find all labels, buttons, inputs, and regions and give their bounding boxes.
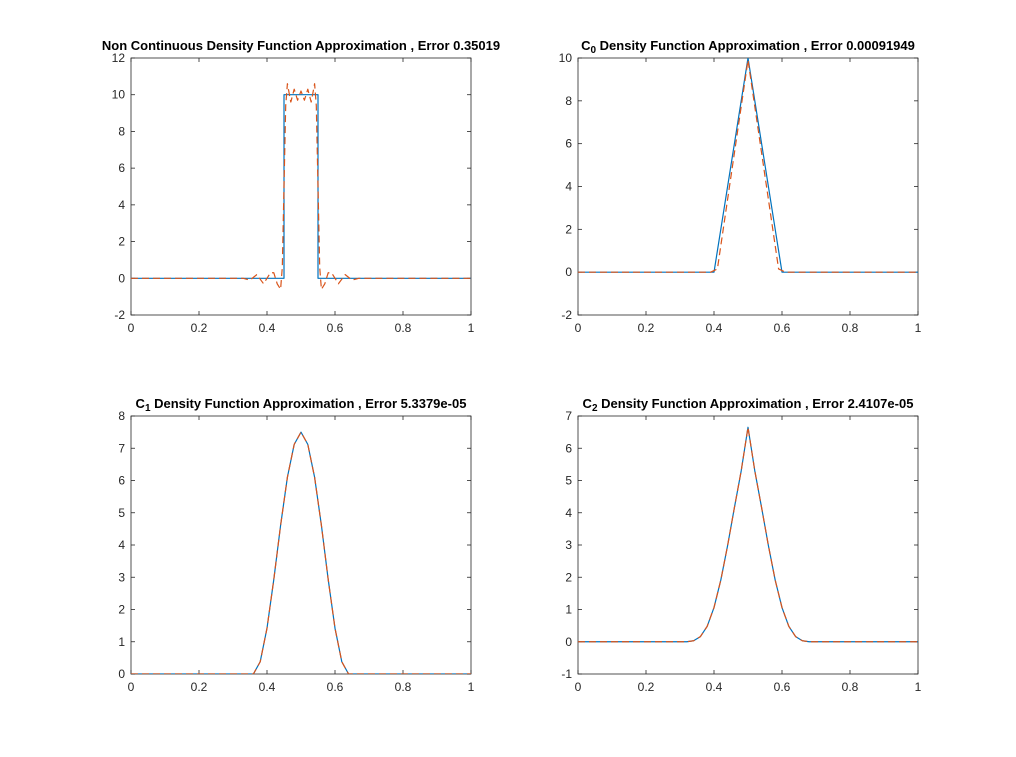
x-tick-label: 1 [915, 680, 922, 694]
subplot-3: 0 0.2 0.4 0.6 0.8 1 0 1 2 3 4 5 6 7 8 C1 Density Functi… [118, 396, 474, 694]
y-tick-label: 12 [112, 51, 126, 65]
x-tick-label: 0 [128, 321, 135, 335]
x-tick-label: 0.2 [191, 680, 208, 694]
y-tick-label: 6 [118, 161, 125, 175]
x-tick-label: 0 [128, 680, 135, 694]
y-tick-label: 2 [565, 570, 572, 584]
y-tick-label: 6 [565, 137, 572, 151]
x-tick-label: 0.2 [638, 680, 655, 694]
y-tick-label: 1 [565, 603, 572, 617]
x-tick-label: 0.8 [842, 680, 859, 694]
y-tick-label: 10 [559, 51, 573, 65]
axes-box [130, 57, 472, 316]
x-tick-label: 1 [468, 680, 475, 694]
approximation-line [131, 431, 471, 674]
y-tick-label: 3 [118, 570, 125, 584]
y-tick-label: 4 [565, 180, 572, 194]
y-tick-label: 8 [118, 409, 125, 423]
y-tick-label: 2 [118, 235, 125, 249]
chart-title: C0 Density Function Approximation , Erro… [581, 38, 915, 56]
axes-box [577, 415, 919, 675]
y-tick-label: 6 [118, 474, 125, 488]
exact-density-line [131, 431, 471, 674]
y-tick-label: 5 [118, 506, 125, 520]
y-tick-label: 4 [565, 506, 572, 520]
y-tick-label: 4 [118, 198, 125, 212]
y-tick-label: 2 [565, 222, 572, 236]
x-tick-label: 0 [575, 680, 582, 694]
chart-title: C2 Density Function Approximation , Erro… [583, 396, 914, 414]
chart-title: Non Continuous Density Function Approxim… [102, 38, 500, 53]
x-tick-label: 0.2 [638, 321, 655, 335]
y-tick-label: 5 [565, 474, 572, 488]
approximation-line [578, 426, 918, 643]
y-tick-label: 1 [118, 635, 125, 649]
y-tick-label: 7 [118, 441, 125, 455]
y-tick-label: 2 [118, 603, 125, 617]
y-tick-label: -2 [114, 308, 125, 322]
y-tick-label: 6 [565, 441, 572, 455]
y-tick-label: 10 [112, 88, 126, 102]
x-tick-label: 0 [575, 321, 582, 335]
y-tick-label: -1 [561, 667, 572, 681]
y-tick-label: 8 [565, 94, 572, 108]
x-tick-label: 0.8 [842, 321, 859, 335]
x-tick-label: 0.4 [259, 680, 276, 694]
chart-title: C1 Density Function Approximation , Erro… [136, 396, 467, 414]
y-tick-label: 0 [118, 271, 125, 285]
y-tick-label: -2 [561, 308, 572, 322]
y-tick-label: 0 [118, 667, 125, 681]
y-tick-label: 7 [565, 409, 572, 423]
x-tick-label: 0.8 [395, 680, 412, 694]
axes-box [130, 415, 472, 675]
approximation-line [131, 83, 471, 290]
approximation-line [578, 59, 918, 273]
x-tick-label: 0.6 [774, 321, 791, 335]
y-tick-label: 0 [565, 265, 572, 279]
x-tick-label: 1 [468, 321, 475, 335]
x-tick-label: 0.6 [327, 680, 344, 694]
y-tick-label: 4 [118, 538, 125, 552]
x-tick-label: 0.4 [706, 680, 723, 694]
x-tick-label: 0.6 [327, 321, 344, 335]
exact-density-line [578, 426, 918, 643]
x-tick-label: 1 [915, 321, 922, 335]
x-tick-label: 0.6 [774, 680, 791, 694]
x-tick-label: 0.8 [395, 321, 412, 335]
exact-density-line [131, 94, 471, 279]
axes-box [577, 57, 919, 316]
x-tick-label: 0.2 [191, 321, 208, 335]
y-tick-label: 0 [565, 635, 572, 649]
exact-density-line [578, 58, 918, 273]
x-tick-label: 0.4 [259, 321, 276, 335]
y-tick-label: 3 [565, 538, 572, 552]
x-tick-label: 0.4 [706, 321, 723, 335]
y-tick-label: 8 [118, 124, 125, 138]
